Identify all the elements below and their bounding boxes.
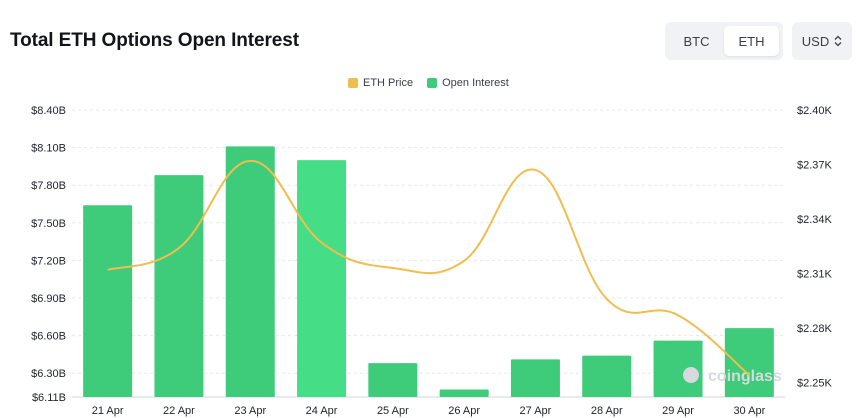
y-left-tick-label: $6.60B <box>31 331 66 343</box>
x-tick-label: 29 Apr <box>662 405 694 417</box>
y-right-tick-label: $2.31K <box>797 268 833 280</box>
x-tick-label: 21 Apr <box>92 405 124 417</box>
y-left-tick-label: $7.20B <box>31 255 66 267</box>
y-left-tick-label: $8.10B <box>31 143 66 155</box>
legend-swatch-eth-price <box>348 78 358 88</box>
y-left-tick-label: $6.30B <box>31 368 66 380</box>
legend-item-open-interest[interactable]: Open Interest <box>427 77 509 89</box>
legend-label-open-interest: Open Interest <box>442 77 509 89</box>
y-right-tick-label: $2.37K <box>797 159 833 171</box>
y-right-tick-label: $2.40K <box>797 105 833 117</box>
y-left-tick-label: $6.90B <box>31 293 66 305</box>
bar-open-interest <box>724 328 774 397</box>
bar-open-interest <box>582 355 632 397</box>
x-tick-label: 25 Apr <box>377 405 409 417</box>
chevron-updown-icon <box>834 35 842 47</box>
legend-swatch-open-interest <box>427 78 438 88</box>
y-right-tick-label: $2.25K <box>797 377 833 389</box>
y-left-tick-label: $6.11B <box>32 392 66 404</box>
bar-open-interest <box>154 175 204 397</box>
currency-label: USD <box>801 33 830 49</box>
x-tick-label: 26 Apr <box>448 405 480 417</box>
bar-open-interest <box>368 363 418 397</box>
bar-open-interest <box>510 359 560 397</box>
y-right-tick-label: $2.34K <box>797 214 833 226</box>
x-tick-label: 22 Apr <box>163 405 195 417</box>
x-tick-label: 23 Apr <box>234 405 266 417</box>
watermark-text: coinglass <box>708 368 782 385</box>
asset-toggle: BTC ETH <box>665 22 783 60</box>
y-left-tick-label: $7.80B <box>31 180 66 192</box>
currency-select[interactable]: USD <box>792 22 852 60</box>
btc-toggle-button[interactable]: BTC <box>683 33 710 49</box>
x-tick-label: 30 Apr <box>733 405 765 417</box>
bar-open-interest <box>439 389 489 397</box>
chart-legend: ETH Price Open Interest <box>348 77 509 89</box>
y-right-tick-label: $2.28K <box>797 323 833 335</box>
page-title: Total ETH Options Open Interest <box>10 30 299 51</box>
watermark-logo-icon <box>683 367 699 383</box>
bar-open-interest <box>83 205 133 397</box>
bar-open-interest <box>297 160 347 397</box>
y-left-tick-label: $7.50B <box>31 218 66 230</box>
legend-label-eth-price: ETH Price <box>363 77 414 89</box>
x-tick-label: 24 Apr <box>306 405 338 417</box>
x-tick-label: 27 Apr <box>520 405 552 417</box>
legend-item-eth-price[interactable]: ETH Price <box>348 77 413 89</box>
bar-open-interest <box>225 146 275 397</box>
line-eth-price <box>107 159 750 376</box>
y-left-tick-label: $8.40B <box>31 105 66 117</box>
eth-toggle-button[interactable]: ETH <box>724 26 779 56</box>
x-tick-label: 28 Apr <box>591 405 623 417</box>
